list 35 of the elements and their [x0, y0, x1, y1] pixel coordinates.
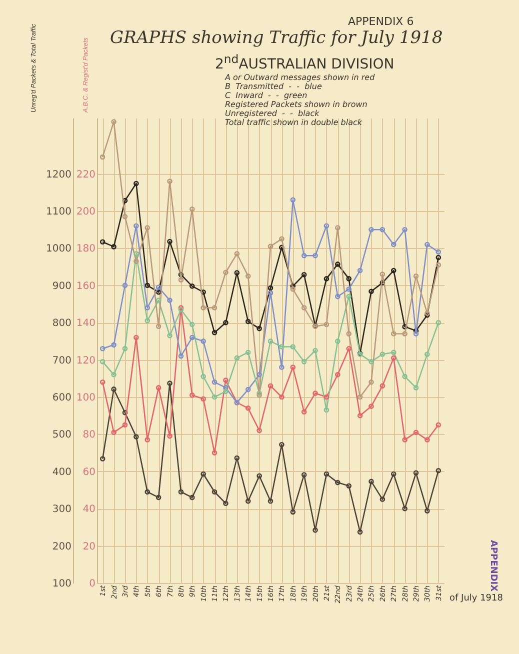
text: Unregistered - - black	[225, 109, 320, 118]
y2-tick-label: 200	[76, 206, 96, 218]
text: APPENDIX 6	[348, 15, 414, 28]
chart-title: GRAPHS showing Traffic for July 1918	[110, 28, 443, 48]
text: C Inward - - green	[225, 91, 308, 100]
text: APPENDIX	[488, 540, 498, 592]
y-tick-label: 1100	[46, 206, 72, 218]
y-tick-label: 300	[52, 504, 72, 516]
y2-tick-label: 160	[76, 280, 96, 292]
y2-tick-label: 60	[82, 466, 96, 478]
text: A or Outward messages shown in red	[225, 73, 375, 82]
y-tick-label: 900	[52, 280, 72, 292]
y2-tick-label: 80	[82, 430, 96, 441]
text: B Transmitted - - blue	[225, 82, 322, 91]
x-axis-title: of July 1918	[450, 594, 504, 604]
y-tick-label: 1000	[46, 244, 72, 255]
y-tick-label: 700	[52, 355, 72, 366]
y2-tick-label: 180	[76, 244, 96, 255]
y-tick-label: 600	[52, 392, 72, 404]
y-tick-label: 200	[52, 541, 72, 552]
y-tick-label: 500	[52, 430, 72, 441]
y-tick-label: 100	[52, 578, 72, 590]
y2-tick-label: 120	[76, 355, 96, 366]
y2-tick-label: 140	[76, 318, 96, 330]
text: Registered Packets shown in brown	[225, 100, 368, 109]
y2-tick-label: 40	[82, 504, 96, 516]
y2-tick-label: 0	[89, 578, 96, 590]
chart-subtitle: 2$^{nd}$AUSTRALIAN DIVISION	[215, 52, 394, 73]
y2-tick-label: 20	[82, 541, 96, 552]
y-tick-label: 800	[52, 318, 72, 330]
y2-tick-label: 220	[76, 169, 96, 180]
y2-tick-label: 100	[76, 392, 96, 404]
y-tick-label: 400	[52, 466, 72, 478]
y-tick-label: 1200	[46, 169, 72, 180]
annotation: Total traffic shown in double black	[225, 118, 362, 127]
